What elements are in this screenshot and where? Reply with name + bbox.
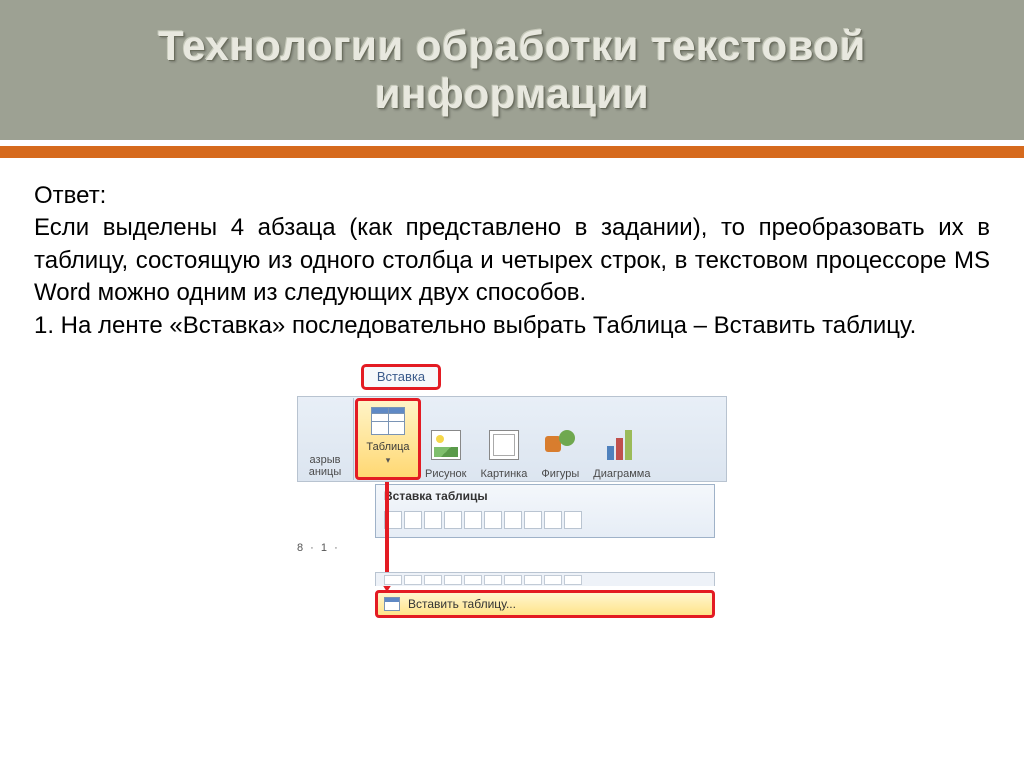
ribbon-separator — [353, 398, 354, 480]
table-button-label: Таблица — [366, 441, 409, 453]
chart-icon — [607, 430, 637, 460]
grid-cell — [464, 575, 482, 585]
grid-cell — [544, 575, 562, 585]
grid-cell[interactable] — [484, 511, 502, 529]
grid-cell — [404, 575, 422, 585]
grid-cell[interactable] — [524, 511, 542, 529]
ribbon-item-pagebreak-cut[interactable]: азрыв аницы — [297, 396, 353, 482]
header-band: Технологии обработки текстовойинформации — [0, 0, 1024, 140]
answer-label: Ответ: — [34, 180, 990, 212]
chart-label: Диаграмма — [593, 468, 650, 480]
menu-item-insert-table[interactable]: Вставить таблицу... — [375, 590, 715, 618]
picture-icon — [431, 430, 461, 460]
ribbon-button-table[interactable]: Таблица ▾ — [355, 398, 421, 480]
embedded-screenshot: Вставка азрыв аницы Таблица ▾ Рисунок — [34, 364, 990, 624]
grid-cell — [484, 575, 502, 585]
pagebreak-label-1: азрыв — [310, 454, 341, 466]
grid-cell — [564, 575, 582, 585]
shapes-icon — [545, 430, 575, 460]
accent-bar — [0, 146, 1024, 158]
grid-cell[interactable] — [404, 511, 422, 529]
grid-cell — [424, 575, 442, 585]
grid-cell — [524, 575, 542, 585]
ruler-fragment: 8 · 1 · — [297, 542, 340, 554]
clipart-label: Картинка — [481, 468, 528, 480]
body-area: Ответ: Если выделены 4 абзаца (как предс… — [0, 158, 1024, 624]
ribbon-button-chart[interactable]: Диаграмма — [593, 430, 650, 480]
picture-label: Рисунок — [425, 468, 467, 480]
clipart-icon — [489, 430, 519, 460]
table-dropdown: Вставка таблицы — [375, 484, 715, 538]
ribbon-button-clipart[interactable]: Картинка — [481, 430, 528, 480]
insert-table-label: Вставить таблицу... — [408, 597, 516, 611]
dropdown-title: Вставка таблицы — [376, 485, 714, 507]
ribbon-tab-insert[interactable]: Вставка — [361, 364, 441, 390]
grid-cell[interactable] — [544, 511, 562, 529]
grid-cell[interactable] — [564, 511, 582, 529]
shapes-label: Фигуры — [541, 468, 579, 480]
ribbon-button-shapes[interactable]: Фигуры — [541, 430, 579, 480]
grid-cell — [504, 575, 522, 585]
grid-cell[interactable] — [424, 511, 442, 529]
answer-paragraph: Если выделены 4 абзаца (как представлено… — [34, 212, 990, 309]
table-grid-picker[interactable] — [376, 507, 714, 537]
table-icon — [371, 407, 405, 435]
grid-preview-row — [375, 572, 715, 586]
grid-cell — [384, 575, 402, 585]
pagebreak-label-2: аницы — [309, 466, 342, 478]
answer-step-1: 1. На ленте «Вставка» последовательно вы… — [34, 310, 990, 342]
slide-title: Технологии обработки текстовойинформации — [158, 22, 866, 119]
grid-cell[interactable] — [444, 511, 462, 529]
table-mini-icon — [384, 597, 400, 611]
grid-cell[interactable] — [504, 511, 522, 529]
chevron-down-icon: ▾ — [386, 455, 391, 466]
grid-cell[interactable] — [464, 511, 482, 529]
ribbon-button-picture[interactable]: Рисунок — [425, 430, 467, 480]
grid-cell — [444, 575, 462, 585]
tab-label: Вставка — [377, 369, 425, 384]
